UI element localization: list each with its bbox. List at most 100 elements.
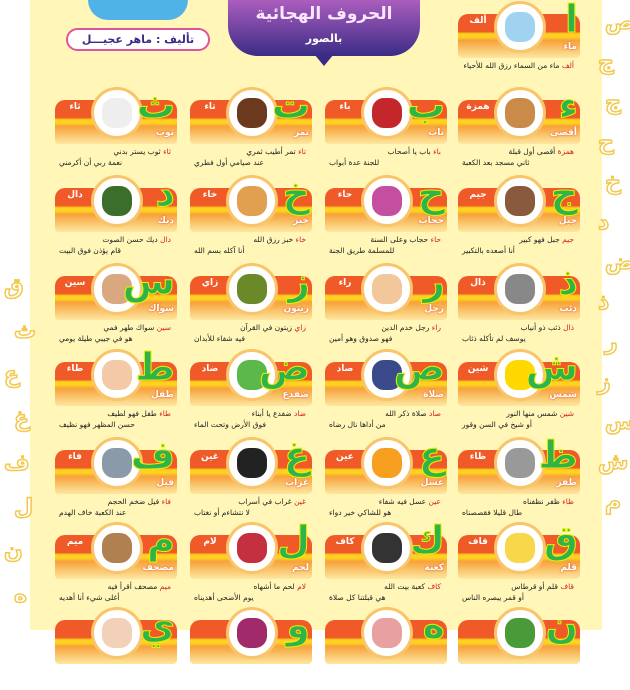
verse-letter-name: ثاء <box>163 147 171 156</box>
page-title: الحروف الهجائية <box>255 4 393 24</box>
letter-name: عين <box>336 452 354 462</box>
hand-picture <box>102 618 132 648</box>
verse-line-1: طاء طفل فهو لطيف <box>55 409 171 418</box>
verse-letter-name: زاي <box>294 323 306 332</box>
letter-card: ل لام لحم لام لحم ما أشهاه يوم الأضحى أهدينا… <box>190 521 312 605</box>
decorative-letter: ل <box>13 494 34 521</box>
verse-letter-name: جيم <box>562 235 574 244</box>
decorative-letter: ع <box>3 362 20 389</box>
man-picture <box>372 274 402 304</box>
verse-text: طفل فهو لطيف <box>107 409 160 418</box>
letter-name: دال <box>67 190 83 200</box>
baby-picture <box>102 360 132 390</box>
card-letter: ع <box>419 433 446 477</box>
card-word: لحم <box>292 563 309 573</box>
verse-text: ديك حسن الصوت <box>102 235 161 244</box>
card-letter: ف <box>130 433 175 477</box>
verse-letter-name: همزة <box>557 147 574 156</box>
verse-line-2: طال قليلا فقصصناه <box>462 508 523 517</box>
verse-letter-name: قاف <box>560 582 574 591</box>
card-word: باب <box>428 128 444 138</box>
verse-line-2: فوق الأرض وتحت الماء <box>194 420 266 429</box>
decorative-letter: ذ <box>597 289 610 316</box>
verse-text: زيتون في القرآن <box>240 323 295 332</box>
card-letter: غ <box>284 433 311 477</box>
picture-circle <box>91 349 143 401</box>
card-word: جبل <box>558 216 577 226</box>
card-letter: ح <box>417 171 445 215</box>
card-letter: ا <box>564 0 578 41</box>
crow-picture <box>237 448 267 478</box>
decorative-letter: ه <box>13 582 28 609</box>
letter-name: خاء <box>202 190 218 200</box>
verse-text: عسل فيه شفاء <box>378 497 429 506</box>
mascot-illustration <box>88 0 188 20</box>
verse-letter-name: ألف <box>561 61 574 70</box>
verse-letter-name: كاف <box>427 582 441 591</box>
letter-name: لام <box>203 537 217 547</box>
letter-name: راء <box>338 278 352 288</box>
letter-name: ميم <box>66 537 84 547</box>
verse-line-1: ميم مصحف أقرأ فيه <box>55 582 171 591</box>
letter-name: جيم <box>469 190 487 200</box>
picture-circle <box>91 607 143 659</box>
letter-card: ب باء باب باء باب يا أصحاب للجنة عدة أبواب <box>325 86 447 170</box>
decorative-letter: ن <box>3 538 23 565</box>
verse-line-2: للجنة عدة أبواب <box>329 158 380 167</box>
verse-letter-name: ذال <box>563 323 574 332</box>
verse-line-1: شين شمس منها النور <box>458 409 574 418</box>
card-word: رجل <box>424 304 444 314</box>
verse-line-2: عند صيامي أول فطري <box>194 158 264 167</box>
card-word: مصحف <box>142 563 174 573</box>
verse-letter-name: دال <box>160 235 171 244</box>
card-letter: م <box>147 518 176 562</box>
hijab-girl-picture <box>372 186 402 216</box>
verse-letter-name: ظاء <box>562 497 574 506</box>
verse-letter-name: فاء <box>161 497 171 506</box>
verse-line-1: زاي زيتون في القرآن <box>190 323 306 332</box>
picture-circle <box>226 437 278 489</box>
verse-letter-name: شين <box>559 409 574 418</box>
card-letter: ه <box>422 603 445 647</box>
letter-card: ك كاف كعبة كاف كعبة بيت الله هي قبلتنا كل صل… <box>325 521 447 605</box>
card-word: طفل <box>151 390 174 400</box>
verse-letter-name: ميم <box>159 582 171 591</box>
letter-card: ث ثاء ثوب ثاء ثوب يستر بدني نعمة ربي أن أكرم… <box>55 86 177 170</box>
card-letter: ص <box>393 345 445 389</box>
picture-circle <box>361 87 413 139</box>
letter-card: خ خاء خبز خاء خبز رزق الله أنا آكله بسم الله <box>190 174 312 258</box>
verse-line-1: همزة أقصى أول قبلة <box>458 147 574 156</box>
decorative-letter: س <box>604 409 630 436</box>
card-letter: خ <box>282 171 310 215</box>
card-letter: ض <box>258 345 310 389</box>
gift-picture <box>372 618 402 648</box>
letter-card: ح حاء حجاب حاء حجاب وعلى السنة للمسلمة طريق … <box>325 174 447 258</box>
verse-line-2: يوم الأضحى أهديناه <box>194 593 254 602</box>
picture-circle <box>226 349 278 401</box>
verse-letter-name: عين <box>428 497 441 506</box>
letter-card: ذ ذال ذئب ذال ذئب ذو أنياب يوسف لم تأكله ذئا… <box>458 262 580 346</box>
quran-picture <box>102 533 132 563</box>
letter-card: د دال ديك دال ديك حسن الصوت قام يؤذن فوق الب… <box>55 174 177 258</box>
honey-picture <box>372 448 402 478</box>
palm-tree-picture <box>505 618 535 648</box>
verse-text: باب يا أصحاب <box>387 147 434 156</box>
letter-name: باء <box>339 102 351 112</box>
verse-line-2: قام يؤذن فوق البيت <box>59 246 122 255</box>
picture-circle <box>361 175 413 227</box>
picture-circle <box>494 87 546 139</box>
verse-letter-name: غين <box>294 497 306 506</box>
verse-text: سواك طهر فمي <box>103 323 157 332</box>
verse-line-1: ضاد ضفدع يا أبناء <box>190 409 306 418</box>
card-letter: ذ <box>558 259 578 303</box>
card-letter: ء <box>558 83 578 127</box>
letter-name: تاء <box>204 102 216 112</box>
card-word: عسل <box>420 478 444 488</box>
letter-name: شين <box>467 364 489 374</box>
card-letter: ر <box>423 259 446 303</box>
card-word: أقصى <box>550 128 577 138</box>
card-letter: ل <box>277 518 311 562</box>
picture-circle <box>226 87 278 139</box>
card-word: صلاة <box>423 390 444 400</box>
verse-line-2: نعمة ربي أن أكرمني <box>59 158 123 167</box>
